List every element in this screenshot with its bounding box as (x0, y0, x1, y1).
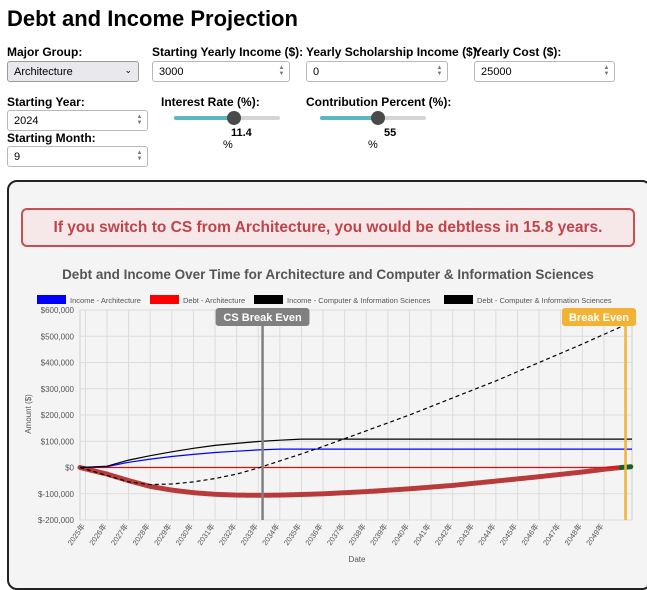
starting-month-input[interactable]: 9 ▲ ▼ (7, 146, 148, 167)
yearly-cost-value: 25000 (481, 66, 512, 78)
chart-title: Debt and Income Over Time for Architectu… (62, 267, 594, 282)
major-group-label: Major Group: (7, 45, 83, 59)
x-tick-label: 2048年 (562, 521, 584, 547)
debt-income-chart: Debt and Income Over Time for Architectu… (24, 267, 636, 564)
x-tick-label: 2028年 (130, 521, 152, 547)
break-even-label-box (562, 308, 636, 326)
y-tick-label: $400,000 (41, 359, 75, 368)
break-even-label-box (215, 308, 310, 326)
x-tick-label: 2035年 (281, 521, 303, 547)
starting-income-input[interactable]: 3000 ▲ ▼ (152, 61, 290, 82)
interest-rate-unit: % (223, 139, 233, 151)
x-tick-label: 2042年 (432, 521, 454, 547)
legend-label: Income - Computer & Information Sciences (287, 296, 431, 305)
stepper-icon[interactable]: ▲ ▼ (436, 65, 443, 77)
interest-rate-value: 11.4 (231, 127, 252, 139)
break-even-lines: CS Break Even Break Even (215, 308, 636, 520)
x-tick-label: 2029年 (151, 521, 173, 547)
x-tick-label: 2046年 (519, 521, 541, 547)
x-tick-label: 2040年 (389, 521, 411, 547)
y-tick-label: $300,000 (41, 385, 75, 394)
x-tick-label: 2043年 (454, 521, 476, 547)
break-even-label: CS Break Even (223, 312, 302, 324)
legend-swatch (444, 295, 473, 304)
x-tick-label: 2034年 (259, 521, 281, 547)
x-tick-label: 2037年 (324, 521, 346, 547)
series-line (77, 465, 624, 498)
y-tick-label: $600,000 (41, 306, 75, 315)
slider-fill (174, 116, 235, 120)
chart-series (77, 321, 635, 498)
result-alert: If you switch to CS from Architecture, y… (21, 208, 635, 247)
chevron-down-icon: ⌄ (124, 65, 132, 75)
x-tick-label: 2031年 (195, 521, 217, 547)
x-tick-label: 2032年 (216, 521, 238, 547)
legend-swatch (37, 295, 66, 304)
scholarship-income-input[interactable]: 0 ▲ ▼ (306, 61, 448, 82)
starting-year-label: Starting Year: (7, 95, 85, 109)
slider-fill (320, 116, 379, 120)
slider-thumb[interactable] (227, 111, 242, 125)
series-line (79, 438, 632, 469)
stepper-icon[interactable]: ▲ ▼ (278, 65, 285, 77)
legend-label: Income - Architecture (70, 296, 141, 305)
x-tick-label: 2033年 (238, 521, 260, 547)
x-tick-label: 2036年 (303, 521, 325, 547)
contribution-percent-value: 55 (384, 127, 397, 139)
y-axis-label: Amount ($) (24, 394, 33, 434)
starting-year-input[interactable]: 2024 ▲ ▼ (7, 110, 148, 131)
y-tick-label: $500,000 (41, 332, 75, 341)
x-tick-label: 2026年 (87, 521, 109, 547)
y-axis: $600,000 $500,000 $400,000 $300,000 $200,000… (38, 306, 75, 525)
y-tick-label: $100,000 (41, 437, 75, 446)
interest-rate-slider[interactable] (174, 109, 280, 127)
x-axis: 2025年 2026年 2027年 2028年 2029年 2030年 2031年 2032年… (65, 521, 606, 547)
starting-month-label: Starting Month: (7, 131, 96, 145)
x-tick-label: 2044年 (475, 521, 497, 547)
x-tick-label: 2038年 (346, 521, 368, 547)
starting-income-label: Starting Yearly Income ($): (152, 45, 304, 59)
x-tick-label: 2045年 (497, 521, 519, 547)
series-line (79, 448, 632, 469)
starting-year-value: 2024 (14, 115, 39, 127)
x-tick-label: 2039年 (367, 521, 389, 547)
x-axis-label: Date (349, 555, 366, 564)
legend-swatch (150, 295, 179, 304)
starting-month-value: 9 (14, 151, 21, 163)
legend-swatch (254, 295, 283, 304)
scholarship-income-label: Yearly Scholarship Income ($): (306, 45, 481, 59)
yearly-cost-input[interactable]: 25000 ▲ ▼ (474, 61, 615, 82)
slider-thumb[interactable] (371, 111, 386, 125)
stepper-icon[interactable]: ▲ ▼ (603, 65, 610, 77)
y-tick-label: $200,000 (41, 411, 75, 420)
scholarship-income-value: 0 (313, 66, 320, 78)
contribution-percent-unit: % (368, 139, 378, 151)
contribution-percent-slider[interactable] (320, 109, 426, 127)
stepper-icon[interactable]: ▲ ▼ (136, 150, 143, 162)
x-tick-label: 2049年 (583, 521, 605, 547)
stepper-icon[interactable]: ▲ ▼ (136, 114, 143, 126)
yearly-cost-label: Yearly Cost ($): (474, 45, 562, 59)
starting-income-value: 3000 (159, 66, 184, 78)
contribution-percent-label: Contribution Percent (%): (306, 95, 452, 109)
x-tick-label: 2030年 (173, 521, 195, 547)
major-group-select[interactable]: Architecture ⌄ (7, 61, 139, 82)
y-tick-label: $0 (65, 464, 74, 473)
page-title: Debt and Income Projection (7, 6, 298, 31)
x-tick-label: 2047年 (540, 521, 562, 547)
y-tick-label: $-100,000 (38, 490, 75, 499)
legend-label: Debt - Architecture (183, 296, 245, 305)
interest-rate-label: Interest Rate (%): (161, 95, 260, 109)
series-line (79, 321, 633, 486)
break-even-label: Break Even (569, 312, 629, 324)
major-group-value: Architecture (14, 66, 73, 78)
chart-legend: Income - Architecture Debt - Architecture… (37, 295, 612, 305)
x-tick-label: 2027年 (108, 521, 130, 547)
y-tick-label: $-200,000 (38, 516, 75, 525)
legend-label: Debt - Computer & Information Sciences (477, 296, 612, 305)
x-tick-label: 2041年 (411, 521, 433, 547)
